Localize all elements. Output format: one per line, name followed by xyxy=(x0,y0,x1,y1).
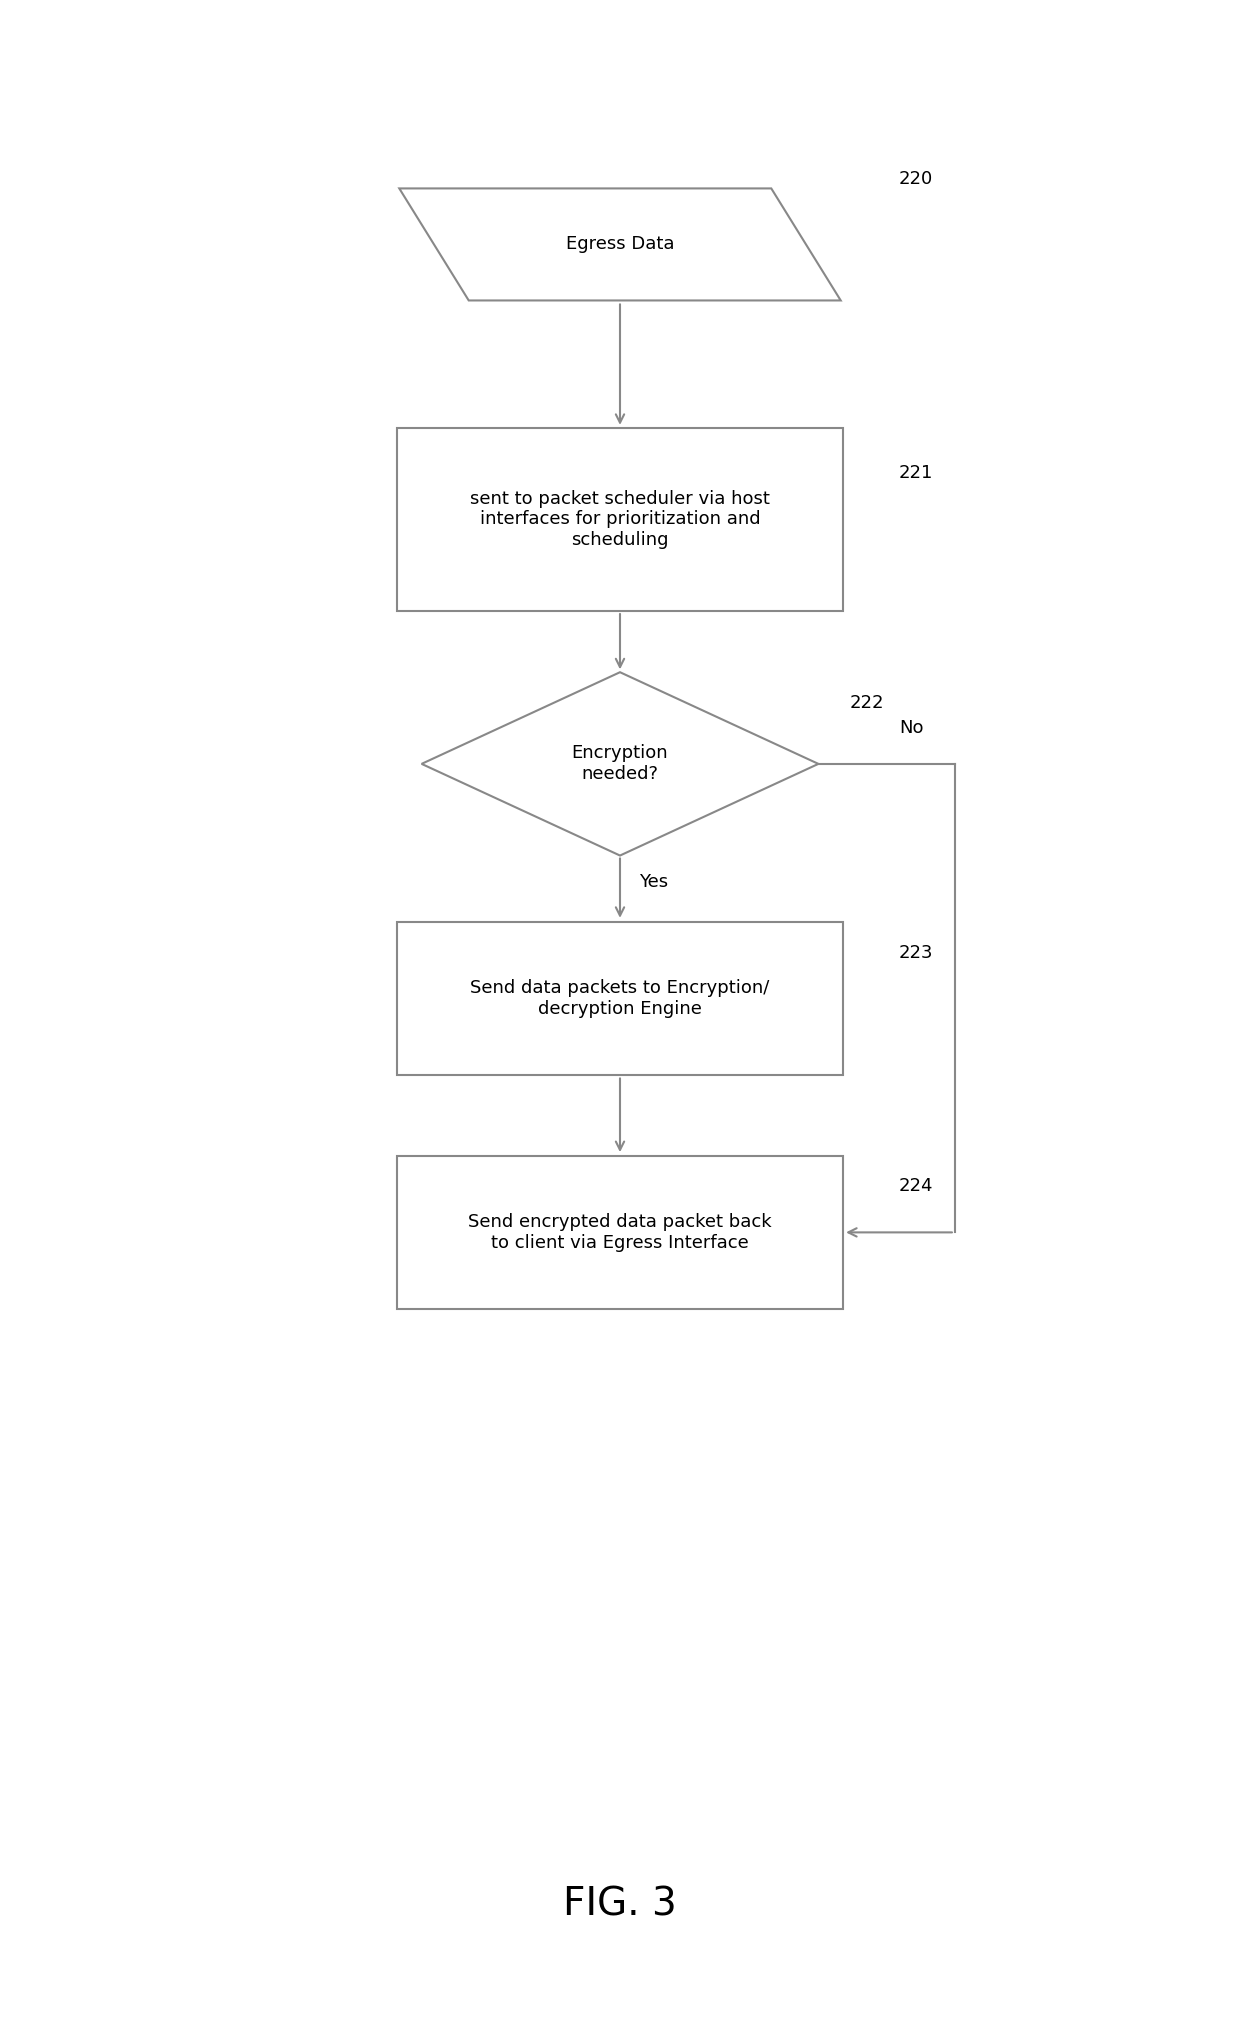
Text: Yes: Yes xyxy=(639,874,667,890)
Text: 220: 220 xyxy=(899,171,934,187)
Polygon shape xyxy=(422,672,818,856)
Polygon shape xyxy=(399,189,841,299)
FancyBboxPatch shape xyxy=(397,921,843,1076)
Text: 222: 222 xyxy=(849,695,884,711)
Text: sent to packet scheduler via host
interfaces for prioritization and
scheduling: sent to packet scheduler via host interf… xyxy=(470,489,770,550)
FancyBboxPatch shape xyxy=(397,1157,843,1308)
Text: Encryption
needed?: Encryption needed? xyxy=(572,744,668,784)
Text: Egress Data: Egress Data xyxy=(565,236,675,253)
Text: No: No xyxy=(899,719,924,737)
Text: FIG. 3: FIG. 3 xyxy=(563,1886,677,1923)
Text: Send encrypted data packet back
to client via Egress Interface: Send encrypted data packet back to clien… xyxy=(469,1212,771,1253)
Text: 223: 223 xyxy=(899,945,934,961)
Text: 224: 224 xyxy=(899,1177,934,1194)
FancyBboxPatch shape xyxy=(397,428,843,611)
Text: 221: 221 xyxy=(899,464,934,481)
Text: Send data packets to Encryption/
decryption Engine: Send data packets to Encryption/ decrypt… xyxy=(470,978,770,1018)
